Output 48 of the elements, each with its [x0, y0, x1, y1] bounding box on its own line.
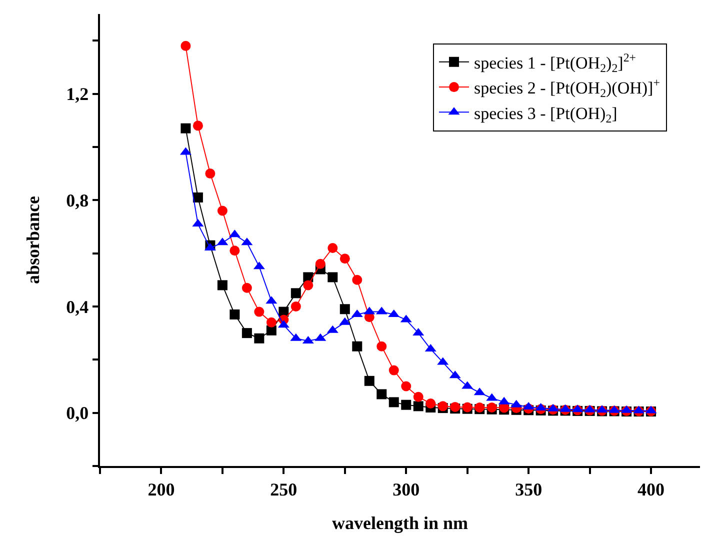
point [192, 192, 203, 202]
y-axis-title: absorbance [22, 196, 43, 284]
point [217, 280, 228, 290]
point [290, 301, 301, 312]
point [401, 400, 412, 410]
legend-label: species 1 - [Pt(OH$_{2}$)$_{2}$]$^{2+}$ [474, 50, 636, 76]
x-tick-label: 300 [392, 479, 420, 500]
point [266, 317, 276, 328]
point [364, 376, 374, 386]
point [180, 40, 191, 51]
point [340, 304, 350, 314]
x-tick-label: 250 [270, 479, 298, 500]
point [352, 341, 362, 352]
point [376, 389, 387, 400]
y-tick-label: 0,4 [66, 296, 89, 317]
point [413, 392, 424, 402]
point [401, 381, 412, 392]
point [328, 272, 338, 282]
point [352, 274, 362, 285]
point [254, 333, 264, 344]
point [205, 168, 216, 179]
point [340, 254, 350, 264]
legend-label: species 2 - [Pt(OH$_{2}$)(OH)]$^{+}$ [474, 76, 660, 100]
point [290, 288, 301, 298]
x-tick-label: 400 [638, 479, 665, 500]
point [328, 242, 338, 253]
point [388, 397, 399, 408]
y-tick-label: 0,8 [66, 190, 89, 210]
point [217, 206, 228, 216]
point [230, 309, 240, 320]
point [230, 246, 240, 256]
point [254, 306, 264, 317]
x-axis-title: wavelength in nm [332, 512, 468, 533]
x-tick-label: 350 [515, 479, 542, 500]
point [413, 401, 424, 412]
point [426, 398, 436, 409]
y-tick-label: 1,2 [66, 84, 89, 104]
point [242, 282, 252, 293]
legend-label: species 3 - [Pt(OH)$_{2}$] [474, 104, 618, 126]
point [376, 341, 387, 352]
y-tick-label: 0,0 [66, 403, 89, 424]
point [242, 328, 252, 338]
point [315, 258, 326, 269]
point [180, 123, 191, 134]
point [303, 280, 314, 290]
point [192, 120, 203, 131]
x-tick-label: 200 [148, 479, 175, 500]
point [388, 365, 399, 376]
